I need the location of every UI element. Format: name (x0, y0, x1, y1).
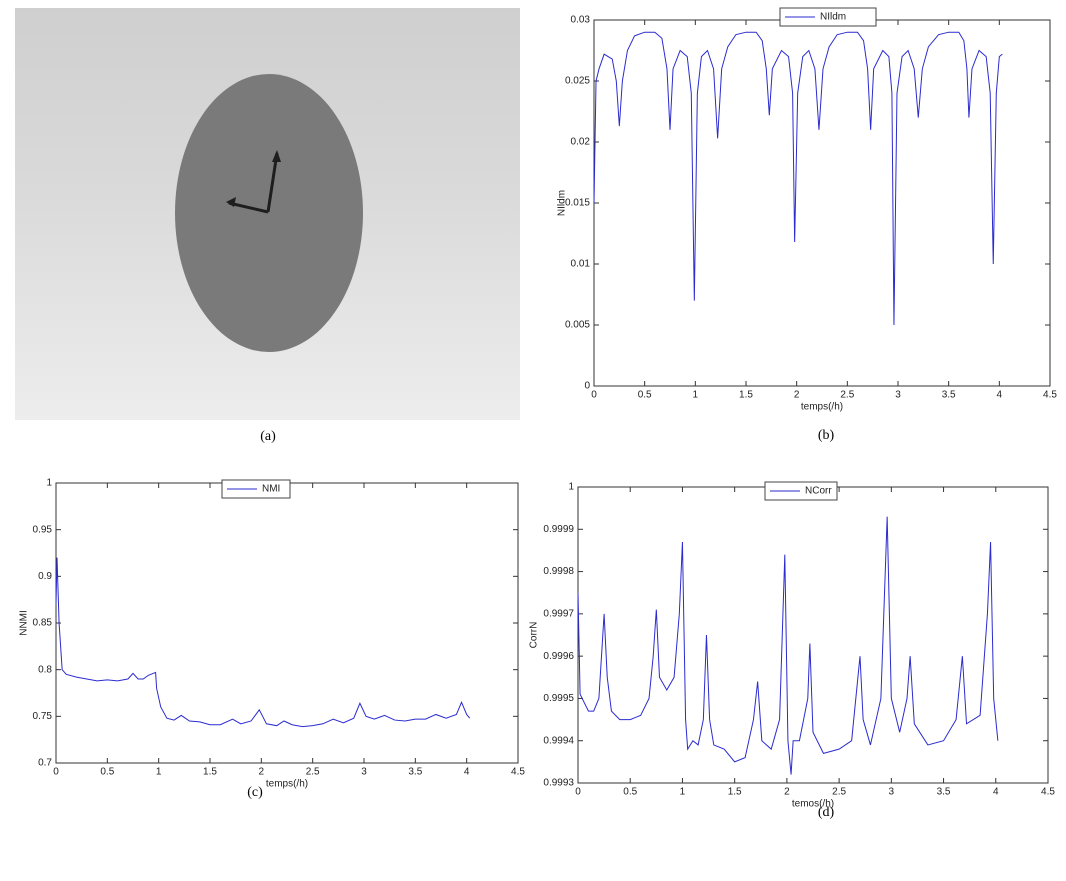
data-line (577, 516, 999, 775)
y-tick-label: 1 (568, 482, 574, 493)
disk (175, 74, 363, 352)
panel-a (15, 8, 520, 420)
x-tick-label: 4 (464, 767, 470, 778)
x-tick-label: 1 (693, 390, 699, 401)
legend-label: NIldm (820, 12, 846, 23)
x-tick-label: 2.5 (840, 390, 854, 401)
x-tick-label: 3 (895, 390, 901, 401)
y-tick-label: 0.8 (38, 664, 52, 675)
y-tick-label: 0.85 (33, 618, 53, 629)
x-tick-label: 1 (680, 787, 686, 798)
x-tick-label: 0.5 (623, 787, 637, 798)
x-tick-label: 3.5 (408, 767, 422, 778)
x-tick-label: 1 (156, 767, 162, 778)
y-axis-label: CorrN (529, 622, 540, 649)
x-tick-label: 4.5 (1041, 787, 1055, 798)
plot-area (55, 482, 519, 764)
y-tick-label: 1 (46, 478, 52, 489)
axis-arrows (228, 152, 279, 214)
plot-area (577, 486, 1049, 784)
arrow-heads (226, 150, 281, 207)
x-tick-label: 1.5 (728, 787, 742, 798)
data-line (593, 31, 1003, 326)
y-tick-label: 0.9995 (543, 693, 574, 704)
x-axis-label: temps(/h) (801, 402, 843, 413)
x-tick-label: 4 (993, 787, 999, 798)
caption: (d) (818, 805, 835, 820)
y-tick-label: 0.02 (571, 137, 591, 148)
y-tick-label: 0.9994 (543, 735, 574, 746)
y-tick-label: 0 (584, 381, 590, 392)
x-tick-label: 2 (794, 390, 800, 401)
x-tick-label: 3.5 (937, 787, 951, 798)
x-tick-label: 3 (889, 787, 895, 798)
x-axis-label: temos(/h) (792, 799, 834, 810)
y-axis-label: NNMI (19, 610, 30, 636)
x-tick-label: 0 (53, 767, 59, 778)
caption: (a) (260, 429, 276, 444)
x-tick-label: 3.5 (942, 390, 956, 401)
chart: 0 0.5 1 1.5 2 2.5 3 3.5 4 4.5 0 0.005 0.01 0.015 0.02 0… (557, 7, 1057, 413)
x-tick-label: 2.5 (306, 767, 320, 778)
chart: 0 0.5 1 1.5 2 2.5 3 3.5 4 4.5 0.9993 0.9994 0.9995 0.… (529, 481, 1055, 810)
x-tick-label: 2 (259, 767, 265, 778)
plot-area (593, 19, 1051, 387)
y-tick-label: 0.9993 (543, 778, 574, 789)
y-tick-label: 0.03 (571, 15, 591, 26)
y-tick-label: 0.7 (38, 758, 52, 769)
x-tick-label: 4 (997, 390, 1003, 401)
y-axis-label: NIldm (557, 190, 568, 216)
x-tick-label: 2 (784, 787, 790, 798)
y-tick-label: 0.01 (571, 259, 591, 270)
caption: (c) (247, 785, 263, 800)
x-tick-label: 0 (591, 390, 597, 401)
y-tick-label: 0.75 (33, 711, 53, 722)
caption: (b) (818, 428, 835, 443)
y-tick-label: 0.025 (565, 76, 590, 87)
x-tick-label: 4.5 (1043, 390, 1057, 401)
y-tick-label: 0.9999 (543, 524, 574, 535)
y-tick-label: 0.9 (38, 571, 52, 582)
x-tick-label: 1.5 (203, 767, 217, 778)
x-tick-label: 0.5 (638, 390, 652, 401)
legend-label: NMI (262, 484, 280, 495)
y-tick-label: 0.005 (565, 320, 590, 331)
y-tick-label: 0.9997 (543, 608, 574, 619)
x-tick-label: 3 (361, 767, 367, 778)
legend-box (764, 481, 838, 501)
legend-box (779, 7, 877, 27)
y-tick-label: 0.9998 (543, 566, 574, 577)
legend-label: NCorr (805, 486, 832, 497)
y-tick-label: 0.95 (33, 524, 53, 535)
y-tick-label: 0.9996 (543, 651, 574, 662)
x-axis-label: temps(/h) (266, 779, 308, 790)
x-tick-label: 0.5 (100, 767, 114, 778)
chart: 0 0.5 1 1.5 2 2.5 3 3.5 4 4.5 0.7 0.75 0.8 0.85 0.9 0.9… (19, 478, 526, 790)
x-tick-label: 1.5 (739, 390, 753, 401)
y-tick-label: 0.015 (565, 198, 590, 209)
x-tick-label: 2.5 (832, 787, 846, 798)
data-line (55, 557, 471, 728)
x-tick-label: 0 (575, 787, 581, 798)
x-tick-label: 4.5 (511, 767, 525, 778)
